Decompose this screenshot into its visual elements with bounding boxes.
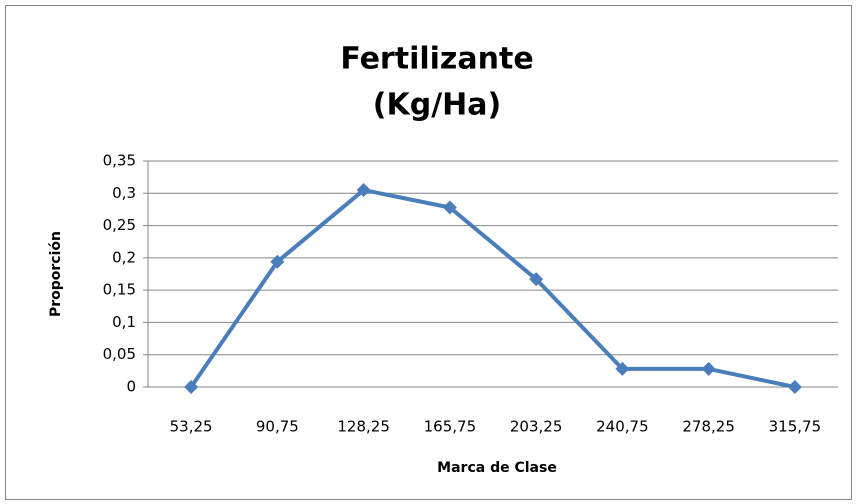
x-tick-label: 128,25 <box>337 418 390 436</box>
x-tick-label: 240,75 <box>596 418 649 436</box>
data-point <box>529 272 544 287</box>
y-tick-label: 0,35 <box>103 152 136 170</box>
y-tick-label: 0 <box>126 378 136 396</box>
data-point <box>270 254 285 269</box>
data-point <box>787 380 802 394</box>
x-tick-label: 203,25 <box>510 418 563 436</box>
y-tick-label: 0,2 <box>112 248 136 266</box>
x-tick-label: 90,75 <box>256 418 299 436</box>
x-axis-title: Marca de Clase <box>437 460 557 476</box>
y-axis-title: Proporción <box>48 231 64 317</box>
chart-border <box>5 5 852 500</box>
x-tick-label: 165,75 <box>424 418 477 436</box>
x-tick-label: 53,25 <box>170 418 213 436</box>
y-tick-label: 0,05 <box>103 345 136 363</box>
y-tick-label: 0,15 <box>103 281 136 299</box>
y-tick-label: 0,3 <box>112 184 136 202</box>
data-point <box>615 361 630 376</box>
data-point <box>442 200 457 215</box>
y-tick-label: 0,1 <box>112 313 136 331</box>
chart-title: Fertilizante <box>340 42 533 77</box>
x-tick-label: 315,75 <box>769 418 822 436</box>
y-tick-label: 0,25 <box>103 216 136 234</box>
data-point <box>184 380 199 394</box>
data-point <box>356 183 371 198</box>
data-point <box>701 361 716 376</box>
chart-title: (Kg/Ha) <box>373 88 501 123</box>
series-line <box>189 188 796 389</box>
x-tick-label: 278,25 <box>682 418 735 436</box>
